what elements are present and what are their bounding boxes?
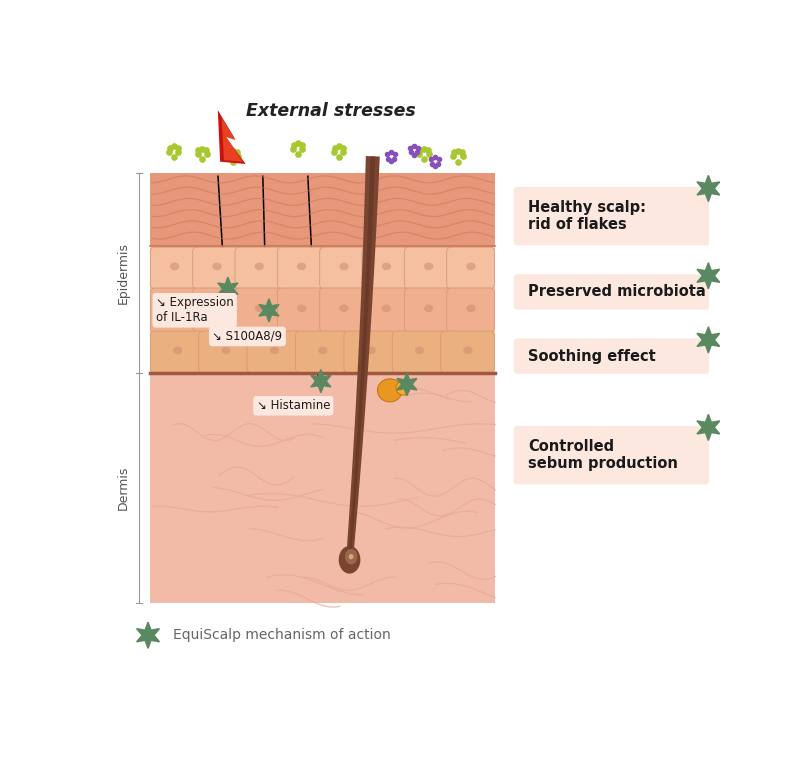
FancyBboxPatch shape bbox=[344, 331, 398, 372]
Ellipse shape bbox=[415, 347, 424, 354]
Text: Controlled
sebum production: Controlled sebum production bbox=[528, 439, 678, 472]
Ellipse shape bbox=[424, 304, 434, 312]
FancyBboxPatch shape bbox=[362, 288, 410, 332]
FancyBboxPatch shape bbox=[193, 247, 241, 288]
Ellipse shape bbox=[254, 263, 264, 270]
Ellipse shape bbox=[212, 304, 222, 312]
Ellipse shape bbox=[173, 347, 182, 354]
Polygon shape bbox=[348, 156, 375, 560]
Ellipse shape bbox=[349, 554, 354, 559]
Polygon shape bbox=[311, 369, 331, 393]
FancyBboxPatch shape bbox=[198, 331, 253, 372]
Ellipse shape bbox=[338, 546, 361, 574]
FancyBboxPatch shape bbox=[278, 288, 325, 332]
FancyBboxPatch shape bbox=[446, 288, 494, 332]
Text: EquiScalp mechanism of action: EquiScalp mechanism of action bbox=[173, 628, 390, 642]
FancyBboxPatch shape bbox=[514, 187, 709, 245]
FancyBboxPatch shape bbox=[404, 288, 452, 332]
Polygon shape bbox=[697, 414, 720, 441]
Text: ↘ Expression
of IL-1Ra: ↘ Expression of IL-1Ra bbox=[156, 296, 234, 324]
Ellipse shape bbox=[212, 263, 222, 270]
Ellipse shape bbox=[382, 263, 391, 270]
FancyBboxPatch shape bbox=[150, 331, 204, 372]
FancyBboxPatch shape bbox=[362, 247, 410, 288]
FancyBboxPatch shape bbox=[441, 331, 494, 372]
FancyBboxPatch shape bbox=[446, 247, 494, 288]
FancyBboxPatch shape bbox=[247, 331, 301, 372]
FancyBboxPatch shape bbox=[150, 173, 495, 246]
FancyBboxPatch shape bbox=[295, 331, 350, 372]
Ellipse shape bbox=[297, 304, 306, 312]
FancyBboxPatch shape bbox=[150, 373, 495, 603]
FancyBboxPatch shape bbox=[150, 247, 198, 288]
Polygon shape bbox=[697, 263, 720, 289]
FancyBboxPatch shape bbox=[150, 288, 198, 332]
Polygon shape bbox=[222, 118, 242, 162]
Ellipse shape bbox=[222, 347, 230, 354]
FancyBboxPatch shape bbox=[193, 288, 241, 332]
Text: Soothing effect: Soothing effect bbox=[528, 348, 655, 363]
FancyBboxPatch shape bbox=[514, 338, 709, 374]
FancyBboxPatch shape bbox=[404, 247, 452, 288]
Text: Dermis: Dermis bbox=[117, 466, 130, 510]
Text: Healthy scalp:
rid of flakes: Healthy scalp: rid of flakes bbox=[528, 200, 646, 232]
Ellipse shape bbox=[170, 304, 179, 312]
Text: Epidermis: Epidermis bbox=[117, 242, 130, 304]
Ellipse shape bbox=[378, 378, 402, 402]
Ellipse shape bbox=[396, 381, 410, 395]
FancyBboxPatch shape bbox=[320, 288, 367, 332]
Polygon shape bbox=[218, 110, 246, 164]
Polygon shape bbox=[397, 372, 417, 396]
Text: ↘ S100A8/9: ↘ S100A8/9 bbox=[212, 330, 282, 343]
FancyBboxPatch shape bbox=[235, 247, 283, 288]
Ellipse shape bbox=[297, 263, 306, 270]
Text: External stresses: External stresses bbox=[246, 102, 415, 120]
Polygon shape bbox=[259, 299, 279, 322]
Text: ↘ Histamine: ↘ Histamine bbox=[257, 399, 330, 413]
FancyBboxPatch shape bbox=[235, 288, 283, 332]
Ellipse shape bbox=[318, 347, 327, 354]
Polygon shape bbox=[697, 176, 720, 201]
FancyBboxPatch shape bbox=[514, 426, 709, 484]
Polygon shape bbox=[697, 327, 720, 353]
Polygon shape bbox=[346, 156, 380, 560]
FancyBboxPatch shape bbox=[278, 247, 325, 288]
Text: Preserved microbiota: Preserved microbiota bbox=[528, 285, 706, 300]
Ellipse shape bbox=[382, 304, 391, 312]
Ellipse shape bbox=[339, 263, 349, 270]
FancyBboxPatch shape bbox=[514, 274, 709, 310]
Ellipse shape bbox=[466, 263, 476, 270]
Ellipse shape bbox=[170, 263, 179, 270]
Ellipse shape bbox=[463, 347, 473, 354]
Ellipse shape bbox=[339, 304, 349, 312]
Ellipse shape bbox=[270, 347, 279, 354]
FancyBboxPatch shape bbox=[150, 246, 495, 373]
Ellipse shape bbox=[424, 263, 434, 270]
Ellipse shape bbox=[345, 549, 358, 565]
Ellipse shape bbox=[366, 347, 376, 354]
Ellipse shape bbox=[466, 304, 476, 312]
FancyBboxPatch shape bbox=[320, 247, 367, 288]
Ellipse shape bbox=[254, 304, 264, 312]
Polygon shape bbox=[218, 277, 238, 301]
FancyBboxPatch shape bbox=[392, 331, 446, 372]
Polygon shape bbox=[137, 622, 159, 648]
